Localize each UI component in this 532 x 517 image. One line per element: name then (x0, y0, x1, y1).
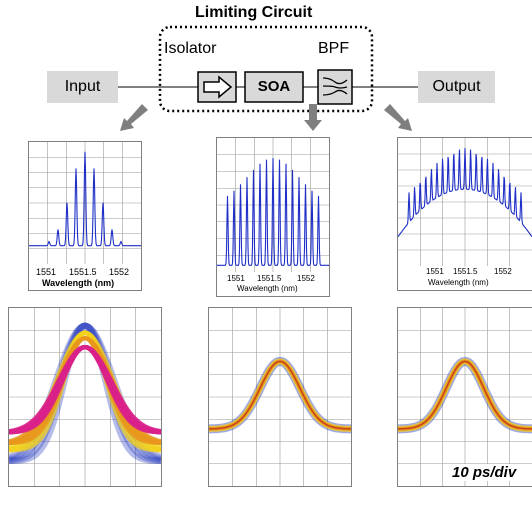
spectrum-plot-input (29, 142, 141, 264)
eye-traces (209, 356, 351, 434)
spectrum-plot-output (398, 138, 532, 266)
tick-label: 1551 (227, 274, 245, 283)
plot-grid (398, 308, 532, 486)
isolator-label: Isolator (164, 40, 217, 57)
timescale-label: 10 ps/div (450, 464, 519, 481)
plot-grid (209, 308, 351, 486)
circuit-schematic (118, 25, 418, 131)
tick-label: 1551.5 (453, 267, 478, 276)
bpf-filter-icon (322, 77, 348, 96)
tick-label: 1551 (426, 267, 444, 276)
spectrum-trace (398, 148, 532, 238)
tick-label: 1551.5 (257, 274, 282, 283)
spectrum-plot-soa (217, 138, 329, 272)
plot-grid (217, 138, 329, 272)
arrow-soa-icon (304, 104, 322, 131)
spectrum-panel-output: 1551 1551.5 1552 Wavelength (nm) (397, 137, 532, 291)
input-label-box: Input (47, 71, 118, 103)
eye-diagram-input (8, 307, 162, 487)
x-axis-label: Wavelength (nm) (42, 278, 115, 288)
limiting-circuit-boundary (158, 25, 374, 113)
spectrum-trace (29, 151, 141, 247)
eye-traces (9, 322, 161, 465)
arrow-output-icon (384, 104, 412, 131)
soa-box (244, 71, 304, 103)
input-label: Input (64, 78, 101, 95)
tick-label: 1552 (494, 267, 512, 276)
x-axis-label: Wavelength (nm) (428, 278, 489, 287)
circuit-title: Limiting Circuit (195, 4, 313, 21)
tick-label: 1551 (36, 267, 57, 277)
output-label: Output (432, 78, 481, 95)
spectrum-panel-input: 1551 1551.5 1552 Wavelength (nm) (28, 141, 142, 291)
eye-diagram-output: 10 ps/div (397, 307, 532, 487)
tick-label: 1552 (297, 274, 315, 283)
eye-traces (398, 356, 532, 434)
eye-diagram-soa (208, 307, 352, 487)
output-label-box: Output (418, 71, 495, 103)
arrow-input-icon (120, 104, 148, 131)
isolator-arrow-icon (203, 75, 233, 99)
bpf-label: BPF (318, 40, 350, 57)
spectrum-trace (217, 158, 329, 266)
soa-label: SOA (257, 78, 291, 95)
tick-label: 1551.5 (69, 267, 97, 277)
spectrum-panel-soa: 1551 1551.5 1552 Wavelength (nm) (216, 137, 330, 297)
x-axis-label: Wavelength (nm) (237, 284, 298, 293)
tick-label: 1552 (109, 267, 130, 277)
